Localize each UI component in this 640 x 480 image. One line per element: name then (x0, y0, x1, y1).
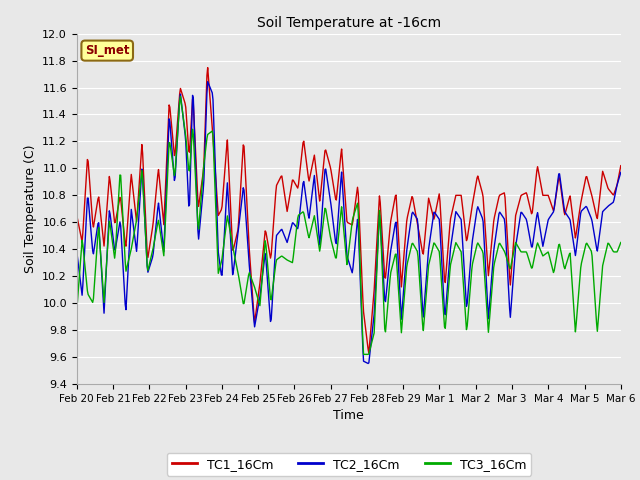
TC3_16Cm (617, 240, 625, 245)
Title: Soil Temperature at -16cm: Soil Temperature at -16cm (257, 16, 441, 30)
TC3_16Cm (139, 176, 147, 181)
TC3_16Cm (195, 226, 202, 232)
Line: TC1_16Cm: TC1_16Cm (77, 68, 621, 353)
TC3_16Cm (177, 94, 184, 99)
TC3_16Cm (223, 213, 231, 219)
TC2_16Cm (364, 360, 372, 366)
TC1_16Cm (365, 350, 372, 356)
TC3_16Cm (433, 243, 440, 249)
X-axis label: Time: Time (333, 409, 364, 422)
TC1_16Cm (139, 150, 147, 156)
Line: TC2_16Cm: TC2_16Cm (77, 82, 621, 363)
Text: SI_met: SI_met (85, 44, 129, 57)
TC3_16Cm (83, 280, 90, 286)
TC1_16Cm (223, 137, 231, 143)
TC2_16Cm (223, 180, 231, 186)
TC2_16Cm (83, 210, 90, 216)
Legend: TC1_16Cm, TC2_16Cm, TC3_16Cm: TC1_16Cm, TC2_16Cm, TC3_16Cm (166, 453, 531, 476)
TC2_16Cm (194, 227, 202, 233)
TC1_16Cm (204, 65, 212, 71)
TC1_16Cm (73, 213, 81, 218)
TC2_16Cm (433, 212, 440, 217)
TC2_16Cm (139, 174, 147, 180)
TC1_16Cm (83, 169, 90, 175)
TC2_16Cm (617, 169, 625, 175)
TC3_16Cm (360, 351, 367, 357)
TC1_16Cm (433, 206, 440, 212)
Line: TC3_16Cm: TC3_16Cm (77, 96, 621, 354)
TC2_16Cm (73, 249, 81, 255)
TC1_16Cm (194, 197, 202, 203)
TC2_16Cm (417, 264, 424, 270)
TC1_16Cm (617, 163, 625, 168)
Y-axis label: Soil Temperature (C): Soil Temperature (C) (24, 144, 36, 273)
TC3_16Cm (73, 307, 81, 313)
TC1_16Cm (417, 237, 424, 242)
TC2_16Cm (204, 79, 212, 84)
TC3_16Cm (417, 288, 424, 293)
